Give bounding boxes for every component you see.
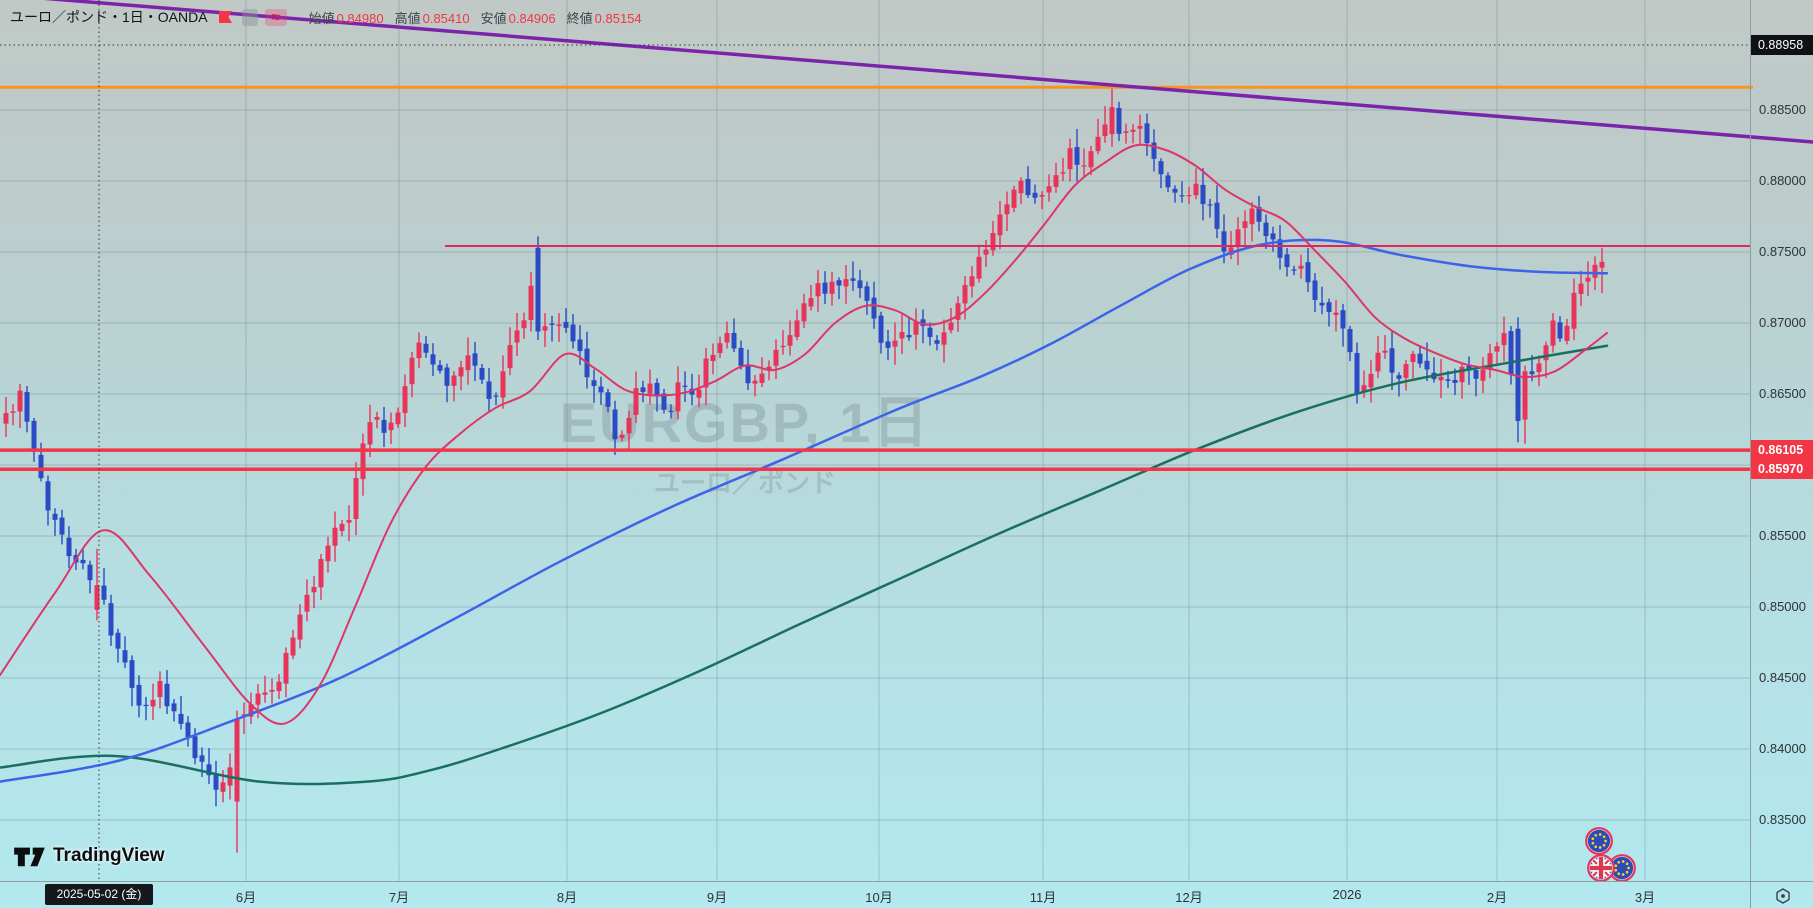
price-tick-label: 0.87000 [1759,315,1806,330]
crosshair-date-badge: 2025-05-02 (金) [45,884,153,905]
month-tick-label: 10月 [865,890,893,905]
month-tick-label: 2026 [1332,887,1362,902]
open-readout: 始値 0.84980 [308,10,384,26]
symbol-title[interactable]: ユーロ／ポンド・1日・OANDA [10,9,208,25]
ma-slow-green[interactable] [0,344,1609,786]
pane-layer [0,0,1750,881]
hexagon-dot-icon [1775,887,1790,904]
tradingview-glyph [14,847,45,867]
level-price-badge: 0.86105 [1751,440,1813,461]
tradingview-logo[interactable]: TradingView [12,843,165,869]
month-tick-label: 9月 [706,890,728,905]
month-tick-label: 11月 [1029,890,1057,905]
red-flag-icon [219,10,233,23]
month-tick-label: 2月 [1486,890,1508,905]
price-tick-label: 0.88500 [1759,102,1806,117]
price-tick-label: 0.88000 [1759,173,1806,188]
eu-flag-icon[interactable] [1585,827,1613,855]
tradingview-logo-text: TradingView [53,845,165,866]
month-tick-label: 6月 [235,890,257,905]
price-tick-label: 0.86500 [1759,386,1806,401]
flag-marker-icon[interactable] [217,9,235,26]
price-tick-label: 0.84500 [1759,669,1806,685]
price-tick-label: 0.85000 [1759,598,1806,614]
candles-layer [3,84,1605,853]
level-price-badge: 0.85970 [1751,459,1813,480]
price-tick-label: 0.85500 [1759,527,1806,543]
ma-fast-pink[interactable] [0,143,1608,725]
descending-trendline[interactable] [40,0,1813,144]
axis-settings-icon[interactable] [1750,881,1813,908]
time-axis[interactable]: 6月 7月 8月 9月 10月 11月 12月 2026 2月 3月 2025-05-02 (金) [0,881,1750,908]
month-tick-label: 8月 [556,890,578,905]
squiggle-drawing-icon[interactable]: ≈ [264,8,287,26]
close-readout: 終値 0.85154 [566,10,642,26]
squiggle-glyph: ≈ [271,8,280,26]
month-tick-label: 7月 [388,890,410,905]
month-tick-label: 12月 [1175,890,1203,905]
symbol-legend: ユーロ／ポンド・1日・OANDA ≈ 始値 0.84980 高値 0.85410 安… [10,7,653,27]
uk-flag-icon[interactable] [1587,854,1615,882]
low-readout: 安値 0.84906 [480,10,556,26]
grid-lines [0,0,1750,881]
month-tick-label: 3月 [1634,890,1656,905]
price-tick-label: 0.83500 [1759,811,1806,827]
high-readout: 高値 0.85410 [394,10,470,26]
price-axis[interactable]: 0.88500 0.88000 0.87500 0.87000 0.86500 0.855… [1750,0,1813,881]
price-tick-label: 0.87500 [1759,244,1806,259]
price-tick-label: 0.84000 [1759,740,1806,756]
crosshair-price-badge: 0.88958 [1751,34,1813,55]
ohlc-readout: 始値 0.84980 高値 0.85410 安値 0.84906 終値 0.85154 [309,8,653,27]
drawing-handle-icon[interactable] [241,8,258,26]
watermark-symbol-name: ユーロ／ポンド [653,468,837,498]
